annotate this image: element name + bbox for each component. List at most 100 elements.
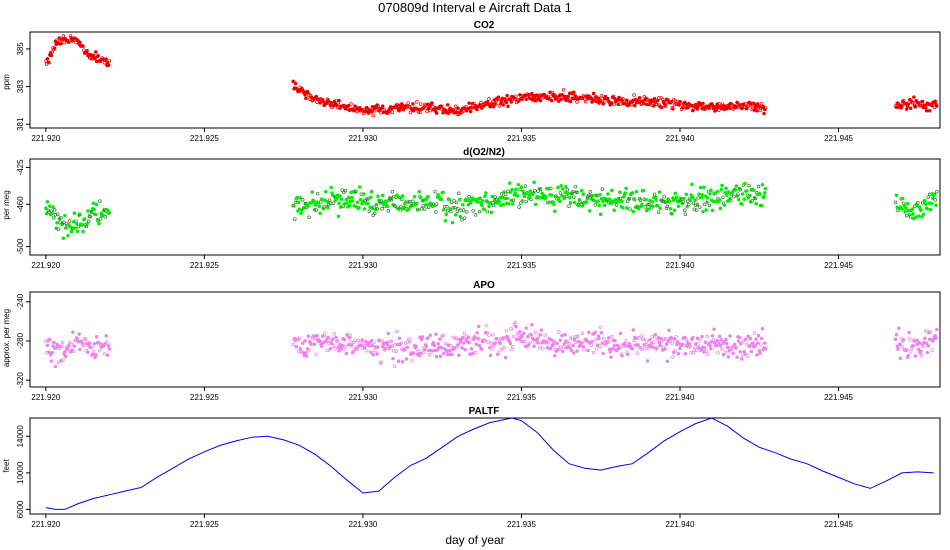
panel-apo-title: APO <box>473 280 495 291</box>
panel-do2n2-point <box>740 202 744 206</box>
panel-do2n2-point <box>327 198 332 202</box>
panel-do2n2-point <box>568 196 572 200</box>
panel-apo-point <box>326 335 330 340</box>
panel-apo-point <box>389 339 394 344</box>
panel-do2n2-point <box>415 201 419 206</box>
panel-do2n2-point <box>633 198 637 202</box>
panel-co2-point <box>380 104 385 108</box>
panel-apo-point <box>562 341 567 346</box>
panel-co2-point <box>107 58 112 63</box>
panel-do2n2-point <box>442 208 446 212</box>
panel-do2n2-point <box>94 212 98 217</box>
panel-apo-point <box>618 345 622 350</box>
panel-do2n2-point <box>326 205 330 210</box>
panel-do2n2-point <box>601 199 605 204</box>
panel-do2n2-point <box>459 208 463 213</box>
panel-do2n2-point <box>656 210 661 214</box>
panel-do2n2-point <box>553 209 557 214</box>
panel-do2n2-point <box>374 202 379 207</box>
panel-do2n2-point <box>903 210 907 214</box>
panel-do2n2-point <box>86 209 90 213</box>
panel-do2n2-point <box>750 198 754 203</box>
panel-apo-point <box>440 334 444 339</box>
panel-do2n2: d(O2/N2) per meg 221.920 221.925 221.930 22… <box>2 147 941 270</box>
panel-co2: CO2 ppm 221.920 221.925 221.930 221.935 221.… <box>2 20 941 143</box>
panel-do2n2-point <box>417 190 421 194</box>
panel-co2-xtick-label: 221.925 <box>190 134 219 143</box>
panel-do2n2-point <box>533 202 538 207</box>
panel-co2-point <box>419 102 423 106</box>
panel-apo-point <box>551 342 555 347</box>
panel-co2-point <box>933 99 937 104</box>
panel-do2n2-point <box>443 219 448 223</box>
panel-paltf-ytick-label: 14000 <box>16 425 25 448</box>
panel-co2-point <box>461 109 466 113</box>
panel-apo-point <box>103 341 108 346</box>
panel-co2-point <box>491 104 496 109</box>
panel-apo-point <box>699 347 704 352</box>
panel-do2n2-point <box>701 209 705 214</box>
panel-do2n2-point <box>705 200 709 205</box>
panel-apo-point <box>935 327 939 332</box>
panel-do2n2-point <box>85 222 89 226</box>
panel-co2-point <box>94 50 98 54</box>
panel-do2n2-point <box>329 185 333 190</box>
panel-co2-point <box>621 97 625 101</box>
panel-co2-point <box>67 39 72 43</box>
panel-apo-point <box>716 351 720 355</box>
panel-co2-point <box>78 40 82 45</box>
panel-apo-point <box>309 342 314 347</box>
panel-apo-point <box>435 348 440 352</box>
panel-apo-point <box>376 345 380 350</box>
panel-do2n2-point <box>538 187 543 192</box>
panel-apo-point <box>580 331 585 336</box>
panel-do2n2-point <box>310 190 314 194</box>
panel-apo-point <box>314 352 318 356</box>
panel-do2n2-point <box>630 191 635 195</box>
panel-do2n2-point <box>596 199 601 203</box>
panel-do2n2-point <box>69 230 73 234</box>
panel-do2n2-point <box>654 198 658 202</box>
panel-do2n2-point <box>357 205 361 210</box>
panel-apo-point <box>380 344 385 349</box>
panel-do2n2-point <box>526 192 530 196</box>
panel-apo-point <box>731 351 735 356</box>
panel-do2n2-point <box>672 208 677 212</box>
panel-apo-point <box>585 339 590 344</box>
panel-co2-point <box>555 96 559 100</box>
panel-do2n2-point <box>552 202 556 207</box>
panel-apo-point <box>518 336 523 340</box>
panel-apo-point <box>331 344 336 348</box>
panel-paltf-xtick-label: 221.920 <box>31 520 60 529</box>
panel-co2-point <box>480 106 484 110</box>
panel-do2n2-point <box>307 215 311 220</box>
panel-do2n2-point <box>926 195 930 199</box>
panel-apo-point <box>503 355 508 360</box>
panel-do2n2-point <box>55 221 59 225</box>
panel-do2n2-point <box>66 233 70 238</box>
panel-do2n2-point <box>82 217 87 221</box>
panel-co2-point <box>633 103 637 108</box>
panel-apo-point <box>377 339 382 343</box>
panel-apo-point <box>304 354 309 358</box>
panel-apo-point <box>522 331 526 335</box>
panel-co2-point <box>598 99 603 103</box>
panel-do2n2-point <box>444 212 448 217</box>
panel-apo-point <box>104 334 108 338</box>
panel-apo-point <box>56 360 61 365</box>
panel-apo-point <box>763 341 767 345</box>
panel-do2n2-point <box>63 213 67 218</box>
panel-apo-point <box>538 333 543 337</box>
panel-do2n2-point <box>532 180 536 184</box>
panel-do2n2-point <box>715 189 720 194</box>
panel-do2n2-point <box>618 190 622 195</box>
panel-apo-point <box>438 337 442 341</box>
panel-co2-point <box>935 104 939 108</box>
panel-apo-point <box>535 337 540 341</box>
panel-do2n2-point <box>694 208 699 213</box>
panel-do2n2-point <box>379 199 383 203</box>
panel-apo-point <box>419 351 423 356</box>
panel-apo-point <box>87 341 92 345</box>
panel-co2-frame <box>29 31 941 129</box>
panel-apo-point <box>472 334 477 339</box>
